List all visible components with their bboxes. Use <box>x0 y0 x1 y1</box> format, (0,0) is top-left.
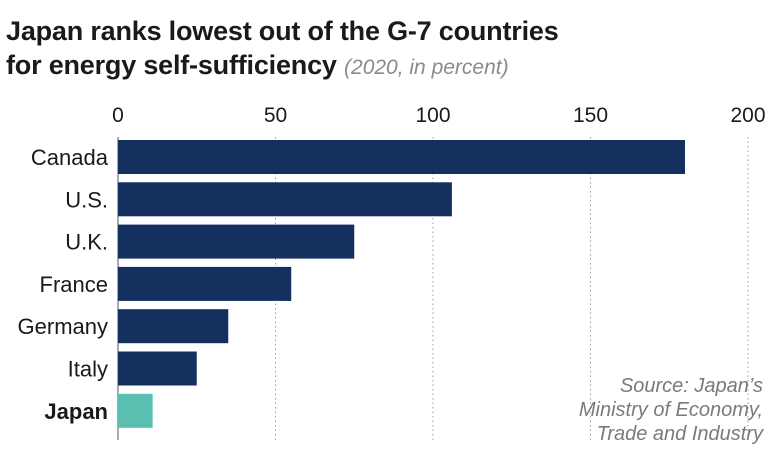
category-label-u-k: U.K. <box>65 230 108 255</box>
category-label-japan: Japan <box>44 399 108 424</box>
x-tick-label-100: 100 <box>415 104 450 127</box>
category-label-germany: Germany <box>18 314 108 339</box>
bar-italy <box>118 351 197 386</box>
source-note: Source: Japan’s Ministry of Economy, Tra… <box>503 374 763 446</box>
source-line-1: Source: Japan’s <box>619 375 763 397</box>
title-line-1: Japan ranks lowest out of the G-7 countr… <box>6 16 559 46</box>
x-tick-label-50: 50 <box>264 104 287 127</box>
chart-subtitle: (2020, in percent) <box>344 56 509 79</box>
title-line-2-text: for energy self-sufficiency <box>6 50 337 80</box>
category-labels: Canada U.S. U.K. France Germany Italy Japan <box>18 145 109 424</box>
bars <box>118 140 685 428</box>
source-line-2: Ministry of Economy, <box>578 399 763 421</box>
x-tick-label-0: 0 <box>112 104 124 127</box>
bar-u-s <box>118 182 452 217</box>
x-tick-label-200: 200 <box>730 104 765 127</box>
bar-france <box>118 266 292 301</box>
category-label-france: France <box>40 272 108 297</box>
bar-u-k <box>118 224 355 259</box>
x-axis-ticks: 0 50 100 150 200 <box>112 104 765 127</box>
category-label-u-s: U.S. <box>65 187 108 212</box>
bar-japan <box>118 393 153 428</box>
chart-title: Japan ranks lowest out of the G-7 countr… <box>6 14 559 85</box>
bar-germany <box>118 309 229 344</box>
category-label-canada: Canada <box>31 145 109 170</box>
source-line-3: Trade and Industry <box>596 423 763 445</box>
category-label-italy: Italy <box>68 357 108 382</box>
title-line-2: for energy self-sufficiency (2020, in pe… <box>6 48 559 85</box>
x-tick-label-150: 150 <box>573 104 608 127</box>
bar-canada <box>118 140 685 174</box>
